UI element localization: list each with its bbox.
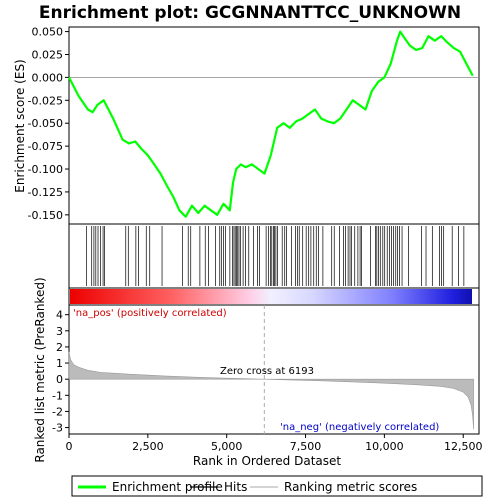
metric-tick-label: 0 bbox=[56, 373, 63, 386]
legend-label: Enrichment profile bbox=[112, 480, 223, 494]
es-tick-label: -0.025 bbox=[28, 94, 63, 107]
hits-series bbox=[86, 226, 465, 286]
es-tick-label: 0.000 bbox=[32, 71, 64, 84]
x-tick-label: 2,500 bbox=[132, 440, 164, 453]
ranking-metric-series bbox=[68, 305, 474, 434]
annotation-negative: 'na_neg' (negatively correlated) bbox=[280, 422, 439, 433]
es-panel bbox=[68, 26, 480, 225]
legend-box bbox=[71, 475, 483, 497]
es-tick-label: 0.025 bbox=[32, 48, 64, 61]
es-tick-label: -0.100 bbox=[28, 163, 63, 176]
x-axis: 0 2,500 5,000 7,500 10,000 12,500 bbox=[66, 434, 483, 453]
ranking-metric-area bbox=[68, 351, 474, 430]
annotation-zero-cross: Zero cross at 6193 bbox=[220, 366, 314, 377]
es-axis-title: Enrichment score (ES) bbox=[13, 59, 27, 192]
es-tick-label: -0.150 bbox=[28, 209, 63, 222]
legend-label: Hits bbox=[224, 480, 247, 494]
metric-tick-label: 3 bbox=[56, 325, 63, 338]
x-tick-label: 10,000 bbox=[365, 440, 404, 453]
metric-tick-label: -1 bbox=[52, 389, 63, 402]
es-tick-label: 0.050 bbox=[32, 26, 64, 39]
enrichment-profile-line bbox=[68, 30, 474, 218]
metric-panel bbox=[68, 304, 480, 435]
legend-label: Ranking metric scores bbox=[284, 480, 417, 494]
hits-panel bbox=[68, 223, 480, 289]
x-tick-label: 0 bbox=[66, 440, 73, 453]
es-y-axis: 0.050 0.025 0.000 -0.025 -0.050 -0.075 -0.100 -… bbox=[28, 26, 69, 222]
es-tick-label: -0.075 bbox=[28, 140, 63, 153]
annotation-positive: 'na_pos' (positively correlated) bbox=[73, 308, 227, 319]
x-axis-title: Rank in Ordered Dataset bbox=[193, 454, 341, 468]
enrichment-profile-series bbox=[68, 30, 474, 218]
metric-y-axis: 4 3 2 1 0 -1 -2 -3 bbox=[52, 309, 69, 435]
es-tick-label: -0.125 bbox=[28, 186, 63, 199]
metric-tick-label: -3 bbox=[52, 422, 63, 435]
metric-tick-label: -2 bbox=[52, 405, 63, 418]
legend: Enrichment profile Hits Ranking metric sco… bbox=[78, 480, 417, 494]
metric-axis-title: Ranked list metric (PreRanked) bbox=[33, 277, 47, 462]
x-tick-label: 7,500 bbox=[290, 440, 322, 453]
chart-title: Enrichment plot: GCGNNANTTCC_UNKNOWN bbox=[39, 3, 461, 23]
es-tick-label: -0.050 bbox=[28, 117, 63, 130]
metric-tick-label: 1 bbox=[56, 357, 63, 370]
x-tick-label: 5,000 bbox=[211, 440, 243, 453]
metric-tick-label: 4 bbox=[56, 309, 63, 322]
metric-tick-label: 2 bbox=[56, 341, 63, 354]
x-tick-label: 12,500 bbox=[444, 440, 483, 453]
rank-gradient-fill bbox=[70, 289, 472, 304]
